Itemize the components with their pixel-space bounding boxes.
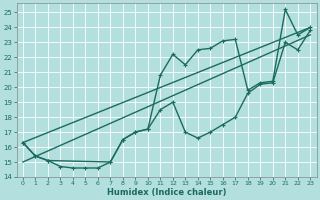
X-axis label: Humidex (Indice chaleur): Humidex (Indice chaleur): [107, 188, 226, 197]
